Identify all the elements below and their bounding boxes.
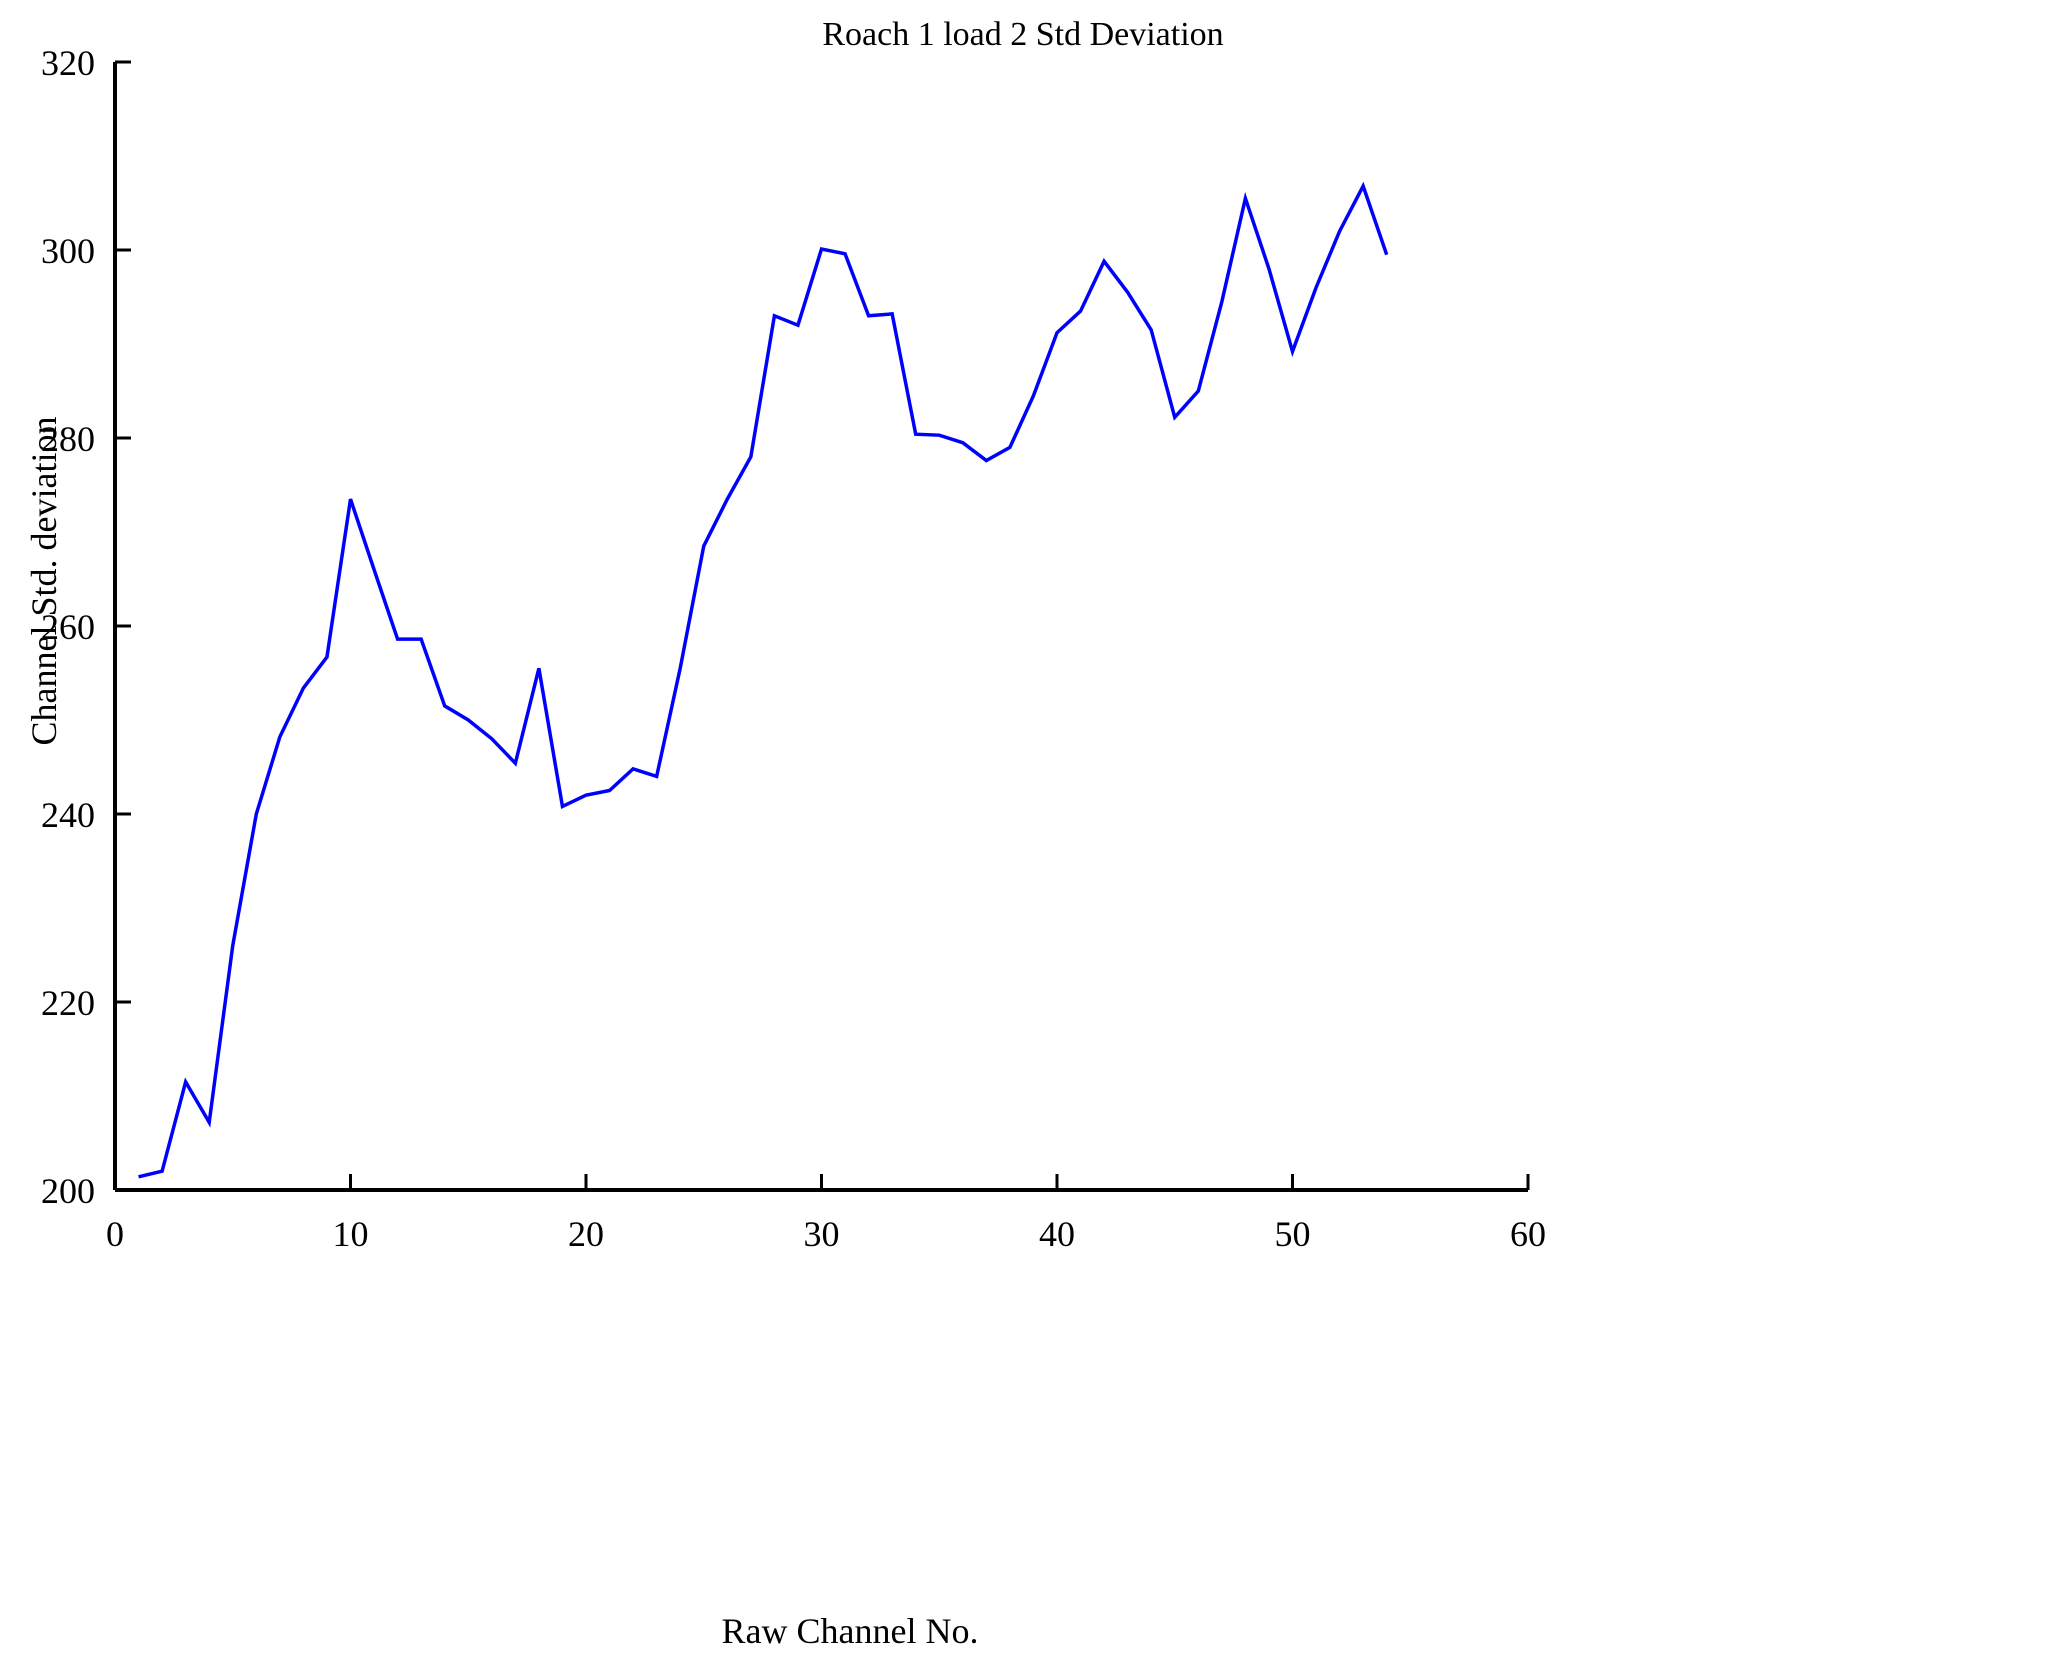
y-tick-label: 240 [41,795,95,835]
axis-frame [113,62,1528,1192]
chart-title: Roach 1 load 2 Std Deviation [822,16,1224,53]
x-tick-labels: 0 10 20 30 40 50 60 [106,1214,1546,1254]
y-tick-label: 220 [41,983,95,1023]
x-tick-label: 60 [1510,1214,1546,1254]
y-tick-label: 320 [41,43,95,83]
y-tick-label: 300 [41,231,95,271]
y-tick-label: 200 [41,1171,95,1211]
y-tick-marks [115,60,131,1192]
x-tick-label: 30 [804,1214,840,1254]
data-series-line [138,181,1389,1179]
x-tick-marks [113,1174,1530,1190]
x-tick-label: 0 [106,1214,124,1254]
x-tick-label: 10 [333,1214,369,1254]
x-axis-label: Raw Channel No. [721,1611,979,1651]
y-tick-label: 280 [41,419,95,459]
x-tick-label: 40 [1039,1214,1075,1254]
x-tick-label: 50 [1275,1214,1311,1254]
x-tick-label: 20 [568,1214,604,1254]
y-tick-labels: 200 220 240 260 280 300 320 [41,43,95,1211]
y-tick-label: 260 [41,607,95,647]
